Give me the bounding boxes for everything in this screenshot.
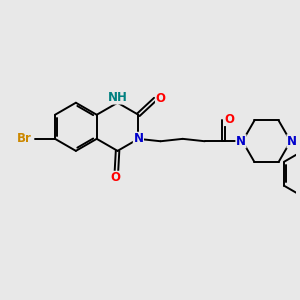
Text: O: O (155, 92, 166, 105)
Text: O: O (224, 112, 234, 125)
Text: O: O (110, 171, 121, 184)
Text: N: N (134, 132, 143, 145)
Text: N: N (287, 135, 297, 148)
Text: N: N (236, 135, 246, 148)
Text: NH: NH (108, 91, 128, 104)
Text: Br: Br (17, 132, 32, 145)
